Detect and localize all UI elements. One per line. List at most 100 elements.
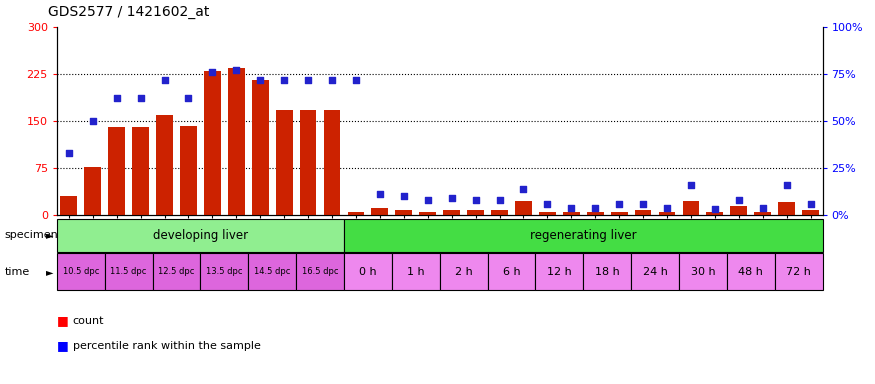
- Bar: [105, 253, 152, 290]
- Bar: [634, 210, 651, 215]
- Text: ►: ►: [46, 266, 53, 277]
- Bar: [731, 206, 747, 215]
- Bar: [57, 219, 344, 252]
- Point: [708, 206, 722, 212]
- Bar: [419, 212, 436, 215]
- Bar: [727, 253, 774, 290]
- Bar: [754, 212, 771, 215]
- Point: [516, 185, 530, 192]
- Bar: [108, 127, 125, 215]
- Point: [134, 95, 148, 101]
- Text: 14.5 dpc: 14.5 dpc: [254, 267, 290, 276]
- Text: 24 h: 24 h: [642, 266, 668, 277]
- Text: 2 h: 2 h: [455, 266, 472, 277]
- Bar: [84, 167, 102, 215]
- Text: regenerating liver: regenerating liver: [530, 229, 636, 242]
- Point: [444, 195, 458, 201]
- Point: [469, 197, 483, 203]
- Text: 18 h: 18 h: [595, 266, 619, 277]
- Text: specimen: specimen: [4, 230, 58, 240]
- Point: [684, 182, 698, 188]
- Text: 0 h: 0 h: [359, 266, 377, 277]
- Bar: [252, 80, 269, 215]
- Point: [86, 118, 100, 124]
- Bar: [444, 210, 460, 215]
- Bar: [324, 110, 340, 215]
- Point: [301, 76, 315, 83]
- Bar: [563, 212, 579, 215]
- Point: [421, 197, 435, 203]
- Point: [732, 197, 746, 203]
- Bar: [682, 201, 699, 215]
- Text: 12.5 dpc: 12.5 dpc: [158, 267, 195, 276]
- Point: [229, 67, 243, 73]
- Text: time: time: [4, 266, 30, 277]
- Point: [541, 201, 555, 207]
- Point: [660, 204, 674, 210]
- Text: 72 h: 72 h: [786, 266, 811, 277]
- Point: [564, 204, 578, 210]
- Bar: [372, 207, 388, 215]
- Point: [109, 95, 123, 101]
- Bar: [706, 212, 724, 215]
- Point: [803, 201, 817, 207]
- Bar: [396, 210, 412, 215]
- Text: 10.5 dpc: 10.5 dpc: [63, 267, 99, 276]
- Bar: [802, 210, 819, 215]
- Bar: [584, 253, 631, 290]
- Text: 16.5 dpc: 16.5 dpc: [302, 267, 339, 276]
- Bar: [679, 253, 727, 290]
- Point: [373, 191, 387, 197]
- Bar: [152, 253, 200, 290]
- Bar: [344, 253, 392, 290]
- Point: [253, 76, 267, 83]
- Bar: [347, 212, 364, 215]
- Bar: [587, 212, 604, 215]
- Bar: [60, 196, 77, 215]
- Text: 12 h: 12 h: [547, 266, 571, 277]
- Bar: [778, 202, 795, 215]
- Bar: [180, 126, 197, 215]
- Text: GDS2577 / 1421602_at: GDS2577 / 1421602_at: [48, 5, 209, 19]
- Point: [636, 201, 650, 207]
- Bar: [440, 253, 487, 290]
- Bar: [228, 68, 245, 215]
- Text: percentile rank within the sample: percentile rank within the sample: [73, 341, 261, 351]
- Point: [158, 76, 172, 83]
- Bar: [774, 253, 822, 290]
- Point: [780, 182, 794, 188]
- Bar: [659, 212, 676, 215]
- Point: [349, 76, 363, 83]
- Bar: [248, 253, 296, 290]
- Bar: [276, 110, 292, 215]
- Bar: [631, 253, 679, 290]
- Point: [612, 201, 626, 207]
- Point: [396, 193, 410, 199]
- Text: ■: ■: [57, 339, 68, 352]
- Bar: [296, 253, 344, 290]
- Point: [277, 76, 291, 83]
- Bar: [300, 110, 317, 215]
- Bar: [392, 253, 440, 290]
- Text: count: count: [73, 316, 104, 326]
- Point: [493, 197, 507, 203]
- Text: 48 h: 48 h: [738, 266, 763, 277]
- Bar: [536, 253, 584, 290]
- Bar: [487, 253, 536, 290]
- Text: 30 h: 30 h: [690, 266, 715, 277]
- Text: 11.5 dpc: 11.5 dpc: [110, 267, 147, 276]
- Text: ►: ►: [46, 230, 53, 240]
- Point: [325, 76, 339, 83]
- Point: [588, 204, 602, 210]
- Bar: [156, 115, 173, 215]
- Bar: [467, 210, 484, 215]
- Text: 6 h: 6 h: [502, 266, 521, 277]
- Point: [756, 204, 770, 210]
- Bar: [344, 219, 822, 252]
- Bar: [57, 253, 105, 290]
- Point: [206, 69, 220, 75]
- Bar: [132, 127, 149, 215]
- Bar: [539, 212, 556, 215]
- Text: ■: ■: [57, 314, 68, 327]
- Text: 1 h: 1 h: [407, 266, 424, 277]
